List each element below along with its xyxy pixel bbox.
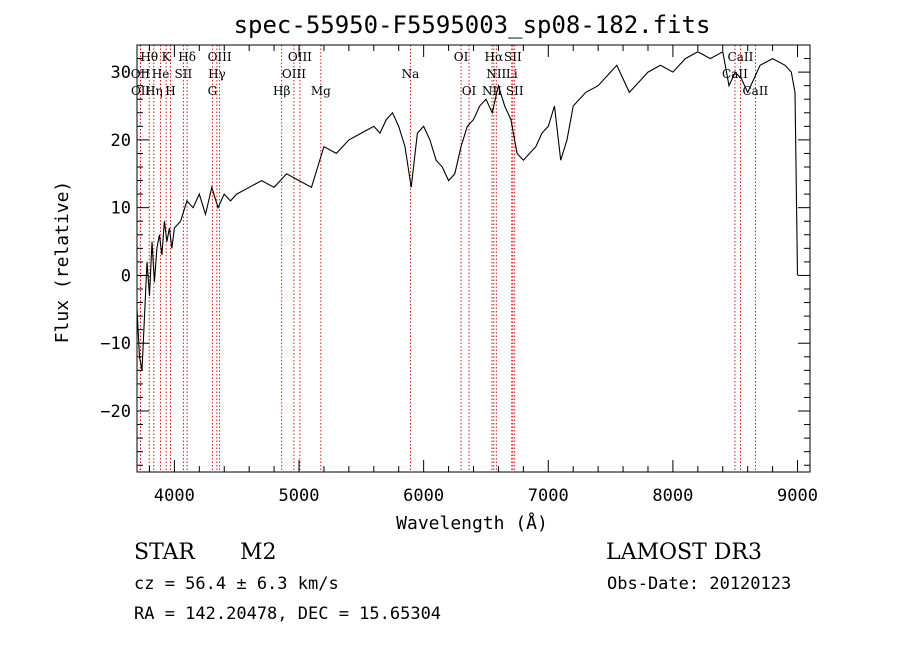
spectral-line-label: CaII	[722, 67, 748, 81]
spectral-line-label: SII	[506, 84, 524, 98]
x-tick-label: 6000	[403, 486, 444, 506]
x-tick-label: 5000	[279, 486, 320, 506]
y-tick-label: −20	[100, 402, 131, 422]
spectral-line-label: CaII	[742, 84, 768, 98]
spectral-line-label: OIII	[282, 67, 306, 81]
y-tick-label: −10	[100, 334, 131, 354]
redshift-cz: cz = 56.4 ± 6.3 km/s	[134, 574, 339, 594]
coordinates: RA = 142.20478, DEC = 15.65304	[134, 604, 442, 624]
spectral-line-label: Hγ	[208, 67, 226, 81]
x-axis-label: Wavelength (Å)	[396, 512, 548, 534]
spectral-line-label: Na	[402, 67, 420, 81]
spectral-line-label: OI	[454, 50, 469, 64]
spectral-line-label: OIII	[208, 50, 232, 64]
spectral-line-label: Hα	[485, 50, 504, 64]
spectral-line-label: Hη	[145, 84, 163, 98]
object-class: STAR	[134, 540, 195, 565]
spectral-line-label: G	[208, 84, 218, 98]
x-tick-label: 9000	[777, 486, 818, 506]
obs-date: Obs-Date: 20120123	[607, 574, 792, 594]
spectral-line-label: K	[162, 50, 172, 64]
y-tick-label: 20	[111, 131, 131, 151]
flux-series-line	[136, 50, 799, 371]
x-tick-label: 4000	[154, 486, 195, 506]
spectral-line-label: CaII	[728, 50, 754, 64]
x-tick-label: 7000	[528, 486, 569, 506]
chart-title: spec-55950-F5595003_sp08-182.fits	[234, 11, 711, 39]
spectral-line-label: NII	[482, 84, 502, 98]
y-tick-label: 10	[111, 199, 131, 219]
y-tick-label: 0	[121, 266, 131, 286]
survey-name: LAMOST DR3	[606, 540, 762, 565]
spectral-line-label: OII	[131, 67, 151, 81]
spectral-line-label: Hδ	[178, 50, 196, 64]
spectral-line-label: Hθ	[140, 50, 158, 64]
plot-frame	[136, 44, 811, 473]
spectral-line-label: H	[165, 84, 175, 98]
spectral-line-label: Mg	[311, 84, 331, 98]
spectral-line-label: OIII	[288, 50, 312, 64]
spectral-line-label: SII	[504, 50, 522, 64]
spectral-line-label: OII	[131, 84, 151, 98]
y-axis-label: Flux (relative)	[52, 181, 73, 344]
spectral-line-label: NII	[486, 67, 506, 81]
spectral-line-label: OI	[462, 84, 477, 98]
spectral-line-label: He	[152, 67, 170, 81]
spectral-line-label: Li	[506, 67, 518, 81]
spectral-line-label: Hβ	[273, 84, 290, 98]
x-tick-label: 8000	[652, 486, 693, 506]
spectral-line-label: SII	[175, 67, 193, 81]
object-subclass: M2	[240, 540, 277, 565]
y-tick-label: 30	[111, 63, 131, 83]
